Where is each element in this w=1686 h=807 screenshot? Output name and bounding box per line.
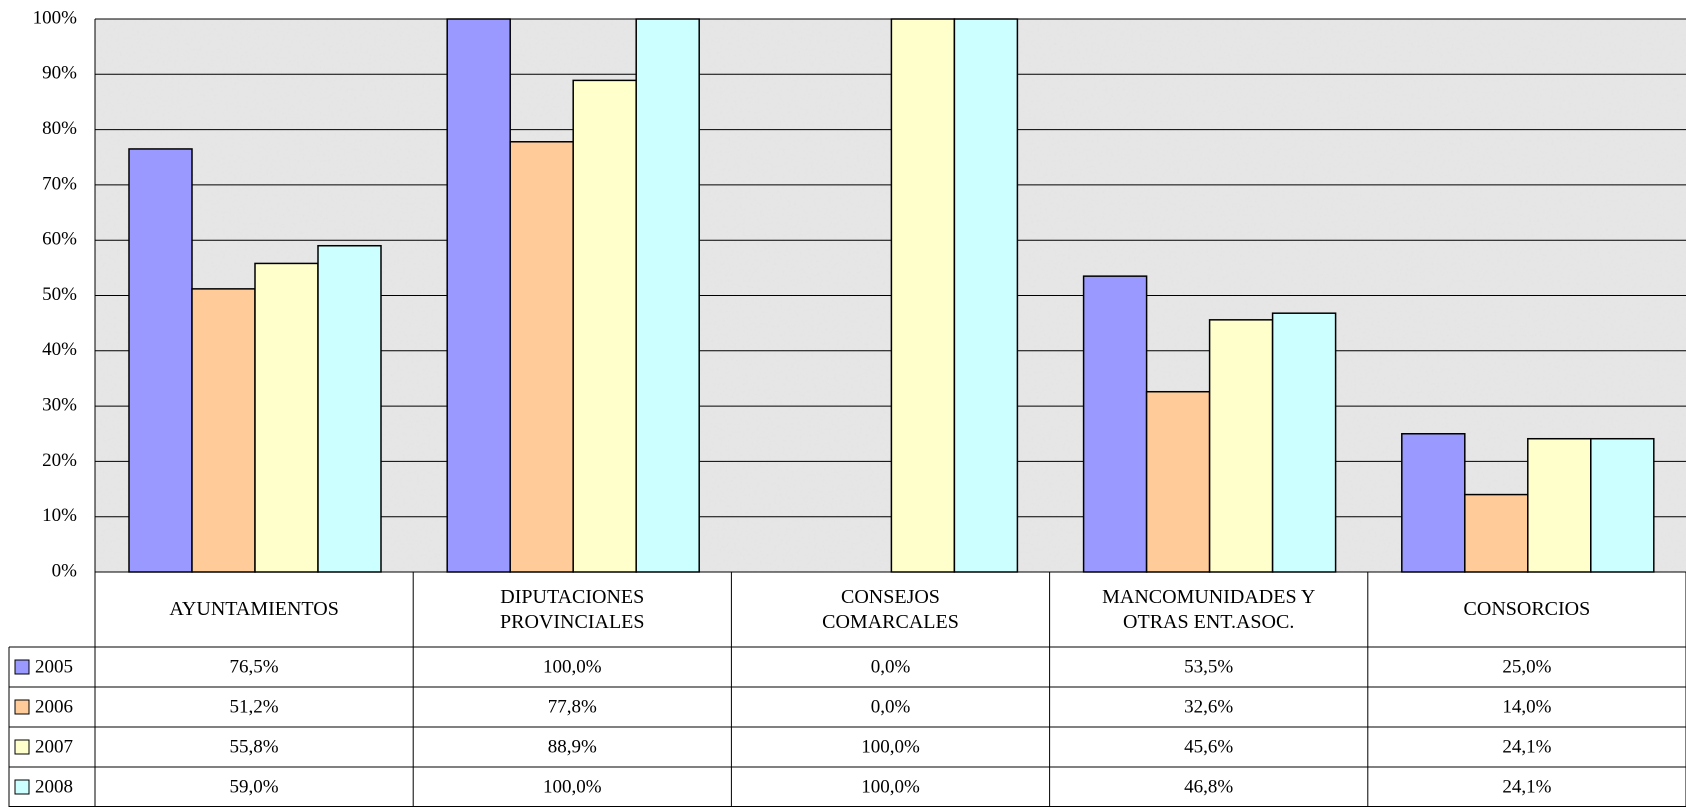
legend-swatch xyxy=(14,699,30,715)
legend-swatch xyxy=(14,779,30,795)
bar xyxy=(1082,275,1148,573)
value-label: 53,5% xyxy=(1184,656,1233,677)
bar xyxy=(890,18,956,573)
bar xyxy=(1145,390,1211,573)
value-label: 100,0% xyxy=(861,736,920,757)
category-label: CONSEJOS COMARCALES xyxy=(822,585,959,633)
legend-swatch xyxy=(14,659,30,675)
y-tick-label: 60% xyxy=(42,229,77,250)
category-cell: CONSORCIOS xyxy=(1463,598,1591,620)
bar xyxy=(317,244,382,573)
y-tick-label: 100% xyxy=(33,7,78,28)
category-cell: DIPUTACIONES PROVINCIALES xyxy=(500,585,645,633)
legend-swatch xyxy=(14,739,30,755)
bar xyxy=(635,18,700,573)
y-tick-label: 90% xyxy=(42,63,77,84)
bar xyxy=(953,18,1019,573)
bar xyxy=(191,288,256,573)
category-label: MANCOMUNIDADES Y OTRAS ENT.ASOC. xyxy=(1102,585,1316,633)
bar xyxy=(1464,493,1529,573)
y-tick-label: 20% xyxy=(42,450,77,471)
bar xyxy=(1208,319,1274,573)
value-label: 45,6% xyxy=(1184,736,1233,757)
value-label: 77,8% xyxy=(548,696,597,717)
legend-label: 2007 xyxy=(35,736,73,757)
value-label: 32,6% xyxy=(1184,696,1233,717)
value-label: 46,8% xyxy=(1184,776,1233,797)
value-label: 25,0% xyxy=(1502,656,1551,677)
category-label: CONSORCIOS xyxy=(1463,598,1591,620)
bar xyxy=(254,262,319,573)
category-cell: MANCOMUNIDADES Y OTRAS ENT.ASOC. xyxy=(1102,585,1316,633)
bar xyxy=(1590,437,1655,573)
bar xyxy=(572,79,637,573)
category-label: DIPUTACIONES PROVINCIALES xyxy=(500,585,645,633)
value-label: 51,2% xyxy=(230,696,279,717)
bar xyxy=(509,141,574,573)
value-label: 14,0% xyxy=(1502,696,1551,717)
value-label: 24,1% xyxy=(1502,776,1551,797)
y-tick-label: 70% xyxy=(42,173,77,194)
legend-label: 2005 xyxy=(35,656,73,677)
y-tick-label: 40% xyxy=(42,339,77,360)
y-tick-label: 0% xyxy=(52,560,78,581)
bar xyxy=(128,148,193,573)
legend-label: 2008 xyxy=(35,776,73,797)
value-label: 59,0% xyxy=(230,776,279,797)
bar xyxy=(446,18,511,573)
value-label: 76,5% xyxy=(230,656,279,677)
bar xyxy=(1401,433,1466,573)
value-label: 0,0% xyxy=(871,656,911,677)
value-label: 100,0% xyxy=(543,776,602,797)
value-label: 100,0% xyxy=(861,776,920,797)
bar xyxy=(1527,437,1592,573)
category-label: AYUNTAMIENTOS xyxy=(169,598,339,620)
y-tick-label: 10% xyxy=(42,505,77,526)
category-cell: CONSEJOS COMARCALES xyxy=(822,585,959,633)
y-tick-label: 30% xyxy=(42,394,77,415)
y-tick-label: 50% xyxy=(42,284,77,305)
y-tick-label: 80% xyxy=(42,118,77,139)
category-cell: AYUNTAMIENTOS xyxy=(169,598,339,620)
legend-label: 2006 xyxy=(35,696,73,717)
bar xyxy=(1271,312,1337,573)
value-label: 100,0% xyxy=(543,656,602,677)
value-label: 55,8% xyxy=(230,736,279,757)
value-label: 88,9% xyxy=(548,736,597,757)
value-label: 0,0% xyxy=(871,696,911,717)
value-label: 24,1% xyxy=(1502,736,1551,757)
